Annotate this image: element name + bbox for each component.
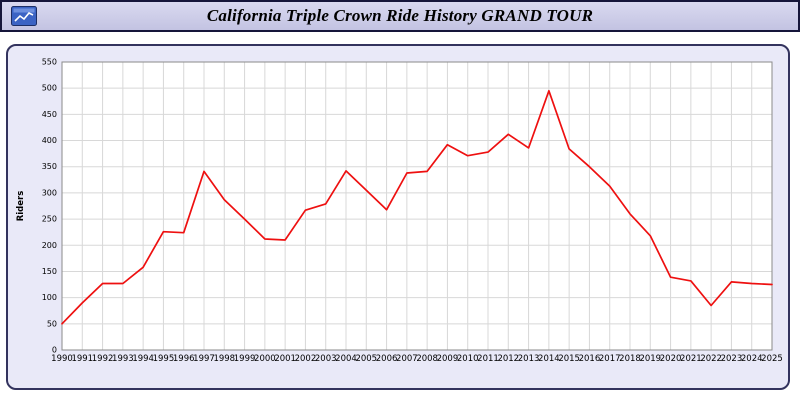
svg-text:2023: 2023 — [721, 354, 743, 364]
svg-text:2003: 2003 — [315, 354, 337, 364]
svg-text:2000: 2000 — [254, 354, 276, 364]
svg-text:2007: 2007 — [396, 354, 418, 364]
page-title: California Triple Crown Ride History GRA… — [206, 6, 594, 25]
svg-text:2019: 2019 — [639, 354, 661, 364]
svg-text:2006: 2006 — [376, 354, 398, 364]
svg-text:2014: 2014 — [538, 354, 560, 364]
svg-text:550: 550 — [42, 58, 57, 67]
svg-text:450: 450 — [42, 110, 57, 119]
svg-text:1992: 1992 — [92, 354, 114, 364]
svg-text:1996: 1996 — [173, 354, 195, 364]
header-bar: California Triple Crown Ride History GRA… — [0, 0, 800, 32]
svg-text:2010: 2010 — [457, 354, 479, 364]
svg-text:1990: 1990 — [51, 354, 73, 364]
svg-text:1998: 1998 — [213, 354, 235, 364]
svg-text:2021: 2021 — [680, 354, 702, 364]
svg-text:2025: 2025 — [761, 354, 783, 364]
svg-text:2018: 2018 — [619, 354, 641, 364]
svg-text:2013: 2013 — [518, 354, 540, 364]
svg-text:1993: 1993 — [112, 354, 134, 364]
chart-window-icon — [11, 6, 37, 26]
svg-text:2016: 2016 — [579, 354, 601, 364]
svg-text:2022: 2022 — [700, 354, 722, 364]
svg-text:150: 150 — [42, 267, 57, 276]
svg-text:350: 350 — [42, 162, 57, 171]
svg-text:200: 200 — [42, 241, 57, 250]
svg-text:2005: 2005 — [355, 354, 377, 364]
svg-text:2015: 2015 — [558, 354, 580, 364]
svg-text:50: 50 — [47, 319, 57, 328]
svg-text:2001: 2001 — [274, 354, 296, 364]
ride-history-chart: 0 50 100 150 200 250 300 350 400 450 500 550 1990 199… — [12, 48, 788, 386]
svg-text:2004: 2004 — [335, 354, 357, 364]
svg-text:300: 300 — [42, 188, 57, 197]
svg-text:1999: 1999 — [234, 354, 256, 364]
svg-text:2009: 2009 — [437, 354, 459, 364]
svg-text:2020: 2020 — [660, 354, 682, 364]
svg-text:500: 500 — [42, 84, 57, 93]
svg-text:1991: 1991 — [71, 354, 93, 364]
svg-text:2024: 2024 — [741, 354, 763, 364]
svg-text:1995: 1995 — [153, 354, 175, 364]
svg-text:250: 250 — [42, 215, 57, 224]
svg-text:0: 0 — [52, 346, 57, 355]
svg-text:2002: 2002 — [295, 354, 317, 364]
svg-text:2017: 2017 — [599, 354, 621, 364]
svg-text:400: 400 — [42, 136, 57, 145]
svg-text:100: 100 — [42, 293, 57, 302]
line-chart-svg: 0501001502002503003504004505005501990199… — [16, 58, 783, 365]
svg-text:2008: 2008 — [416, 354, 438, 364]
svg-text:1997: 1997 — [193, 354, 215, 364]
chart-panel: 0 50 100 150 200 250 300 350 400 450 500 550 1990 199… — [6, 44, 790, 390]
svg-text:2012: 2012 — [497, 354, 519, 364]
svg-text:1994: 1994 — [132, 354, 154, 364]
svg-text:Riders: Riders — [16, 191, 26, 222]
svg-text:2011: 2011 — [477, 354, 499, 364]
